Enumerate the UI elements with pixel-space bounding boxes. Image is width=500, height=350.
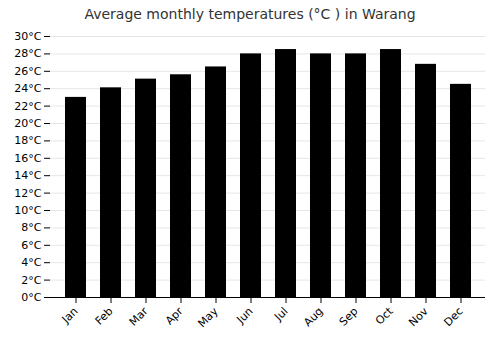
svg-text:Aug: Aug xyxy=(301,305,325,329)
svg-text:22°C: 22°C xyxy=(14,100,41,113)
svg-text:Oct: Oct xyxy=(373,304,396,327)
svg-text:Jul: Jul xyxy=(271,305,290,324)
svg-text:4°C: 4°C xyxy=(21,256,41,269)
svg-text:28°C: 28°C xyxy=(14,47,41,60)
svg-text:Feb: Feb xyxy=(93,305,116,328)
svg-text:Sep: Sep xyxy=(337,305,361,329)
svg-text:Dec: Dec xyxy=(441,305,465,329)
svg-text:May: May xyxy=(195,304,221,330)
svg-text:2°C: 2°C xyxy=(21,274,41,287)
svg-text:26°C: 26°C xyxy=(14,65,41,78)
svg-text:10°C: 10°C xyxy=(14,204,41,217)
svg-text:Jun: Jun xyxy=(234,305,256,327)
svg-text:0°C: 0°C xyxy=(21,291,41,304)
svg-text:12°C: 12°C xyxy=(14,187,41,200)
svg-text:Jan: Jan xyxy=(59,305,81,327)
svg-text:30°C: 30°C xyxy=(14,30,41,43)
svg-text:8°C: 8°C xyxy=(21,221,41,234)
svg-text:18°C: 18°C xyxy=(14,134,41,147)
svg-text:20°C: 20°C xyxy=(14,117,41,130)
svg-text:24°C: 24°C xyxy=(14,82,41,95)
svg-text:14°C: 14°C xyxy=(14,169,41,182)
svg-text:6°C: 6°C xyxy=(21,239,41,252)
svg-text:Apr: Apr xyxy=(163,304,186,327)
html-text:Average monthly temperatures (: Average monthly temperatures (°C ) in Wa… xyxy=(84,6,416,22)
svg-text:Nov: Nov xyxy=(406,304,431,329)
svg-text:16°C: 16°C xyxy=(14,152,41,165)
svg-text:Mar: Mar xyxy=(127,304,151,328)
